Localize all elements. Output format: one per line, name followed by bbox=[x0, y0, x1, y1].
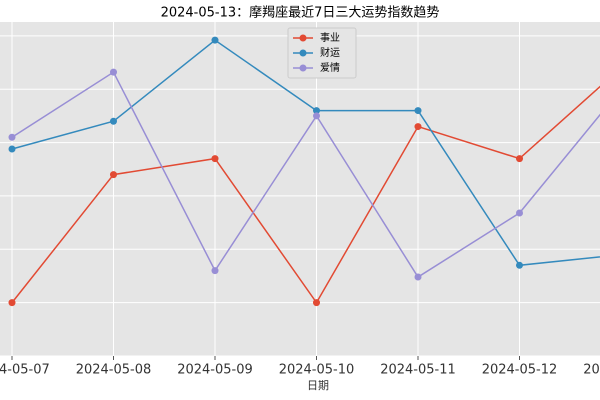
legend-marker bbox=[299, 64, 307, 72]
data-point bbox=[211, 155, 219, 163]
x-tick-label: 2024-05-12 bbox=[482, 363, 558, 378]
data-point bbox=[8, 299, 16, 307]
x-tick-label: 2024-05-09 bbox=[177, 363, 253, 378]
data-point bbox=[110, 68, 117, 76]
chart-title: 2024-05-13：摩羯座最近7日三大运势指数趋势 bbox=[161, 5, 440, 21]
legend-label: 财运 bbox=[320, 46, 340, 59]
legend-marker bbox=[299, 49, 307, 57]
data-point bbox=[110, 171, 117, 179]
data-point bbox=[516, 261, 523, 269]
x-tick-label: 2024-05-11 bbox=[380, 363, 456, 378]
data-point bbox=[8, 145, 16, 153]
data-point bbox=[516, 209, 523, 217]
data-point bbox=[313, 299, 320, 307]
x-tick-label: 2024-05-07 bbox=[0, 363, 50, 378]
x-tick-label: 2024-05-08 bbox=[76, 363, 152, 378]
data-point bbox=[211, 267, 219, 275]
legend-marker bbox=[299, 34, 307, 42]
data-point bbox=[414, 123, 422, 131]
x-axis-label: 日期 bbox=[307, 379, 329, 392]
data-point bbox=[313, 107, 320, 115]
data-point bbox=[516, 155, 523, 163]
data-point bbox=[211, 36, 219, 44]
data-point bbox=[313, 112, 320, 120]
x-tick-label: 2024-05-13 bbox=[583, 363, 600, 378]
data-point bbox=[414, 107, 422, 115]
data-point bbox=[110, 117, 117, 125]
x-tick-label: 2024-05-10 bbox=[279, 363, 355, 378]
legend-label: 爱情 bbox=[320, 61, 340, 74]
data-point bbox=[414, 273, 422, 281]
legend-label: 事业 bbox=[320, 31, 340, 44]
data-point bbox=[8, 133, 16, 141]
